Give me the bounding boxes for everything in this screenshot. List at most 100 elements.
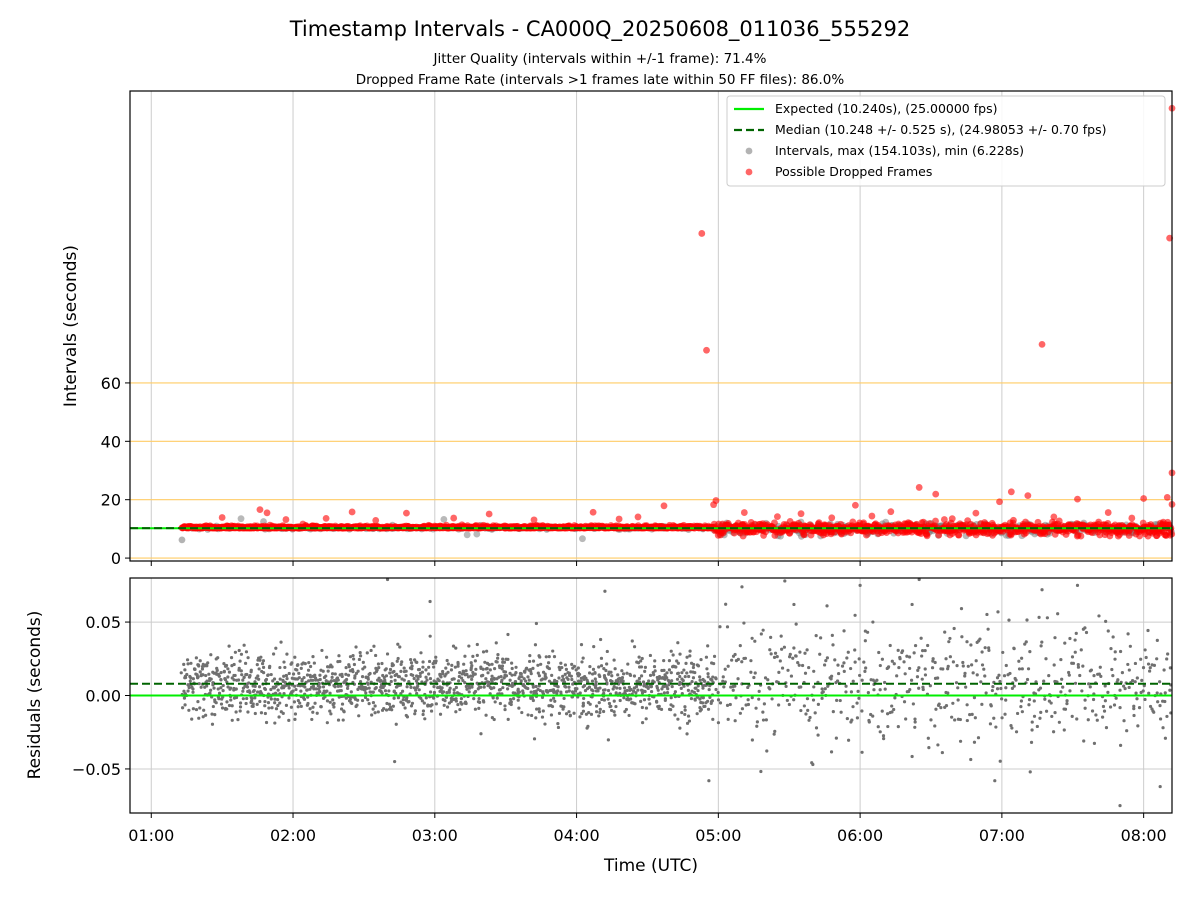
residual-point [547, 655, 551, 659]
residual-point [211, 704, 215, 709]
residual-point [198, 670, 202, 674]
dropped-outlier-26 [740, 509, 748, 516]
residual-point [524, 679, 528, 683]
residual-point [338, 659, 342, 664]
residual-point [1068, 636, 1072, 641]
residual-point [479, 732, 483, 736]
residual-point [615, 686, 619, 690]
residual-point [806, 708, 810, 712]
residual-point [365, 651, 369, 655]
residual-point [987, 646, 991, 650]
residual-point [594, 710, 599, 714]
residual-point [391, 704, 395, 708]
residual-outlier-14 [811, 762, 815, 767]
residual-point [526, 675, 530, 679]
residual-point [531, 659, 536, 663]
residual-point [564, 685, 568, 689]
dropped-outlier-30 [1104, 509, 1112, 516]
residual-point [886, 724, 890, 729]
residual-point [750, 696, 754, 700]
residual-point [807, 718, 811, 722]
residual-point [402, 678, 406, 682]
residual-point [245, 696, 249, 701]
residual-point [207, 672, 211, 676]
residual-point [467, 690, 471, 694]
residual-point [410, 664, 414, 668]
legend-dropped-swatch [745, 168, 753, 176]
residual-point [964, 685, 968, 689]
residual-point [704, 655, 709, 659]
residual-point [416, 684, 420, 688]
residual-point [494, 641, 498, 645]
residual-point [605, 662, 609, 666]
residual-point [357, 657, 362, 662]
residual-point [540, 715, 545, 719]
residual-point [1110, 667, 1114, 672]
residual-point [1073, 638, 1077, 642]
residual-point [598, 674, 602, 679]
residual-point [835, 698, 839, 703]
residual-point [434, 702, 438, 706]
x-axis-label: Time (UTC) [603, 856, 698, 876]
residual-point [401, 689, 405, 693]
residual-point [632, 674, 637, 678]
residual-point [488, 668, 492, 672]
residual-point [1068, 689, 1072, 693]
residual-point [685, 732, 689, 736]
residual-point [842, 661, 846, 665]
residual-point [908, 666, 912, 671]
residual-point [855, 701, 859, 705]
residual-point [1051, 730, 1056, 734]
residual-point [234, 687, 238, 691]
residual-point [1104, 619, 1108, 623]
residual-point [853, 613, 857, 617]
dropped-point [1010, 516, 1017, 524]
residual-point [454, 646, 458, 650]
residual-point [777, 670, 781, 675]
residual-point [549, 698, 553, 702]
residual-point [440, 686, 444, 690]
residual-point [667, 683, 671, 687]
residual-point [923, 648, 927, 653]
residual-point [875, 678, 879, 682]
residual-point [311, 710, 315, 714]
residual-point [640, 656, 644, 661]
chart-title: Timestamp Intervals - CA000Q_20250608_01… [289, 17, 911, 42]
residual-point [1012, 684, 1016, 688]
residual-point [642, 698, 647, 702]
residual-point [392, 669, 396, 674]
residual-point [676, 661, 680, 665]
residual-point [701, 701, 705, 705]
residual-point [389, 675, 393, 679]
residual-point [1020, 710, 1024, 714]
residual-point [1152, 663, 1157, 667]
residual-point [428, 690, 433, 694]
residual-point [871, 714, 875, 718]
residual-point [1118, 649, 1123, 654]
residual-point [630, 639, 634, 643]
residual-point [612, 658, 616, 662]
residual-point [581, 656, 585, 660]
interval-point [440, 515, 448, 523]
residual-point [506, 632, 510, 637]
residual-point [324, 655, 329, 659]
residual-point [364, 691, 368, 695]
residual-point [449, 668, 454, 672]
residual-point [944, 704, 949, 708]
residual-point [493, 667, 497, 671]
residual-point [380, 691, 384, 695]
residual-point [948, 655, 952, 659]
residual-point [531, 698, 535, 703]
residual-point [1040, 640, 1044, 644]
residual-point [371, 690, 375, 694]
residual-point [1083, 626, 1087, 630]
residual-point [696, 684, 700, 688]
residual-point [556, 722, 560, 726]
residual-point [882, 736, 886, 741]
residual-point [1059, 657, 1063, 662]
residual-point [1045, 616, 1049, 620]
residual-point [347, 663, 351, 667]
residual-point [637, 655, 641, 659]
residual-point [400, 660, 404, 664]
residual-point [293, 655, 297, 659]
